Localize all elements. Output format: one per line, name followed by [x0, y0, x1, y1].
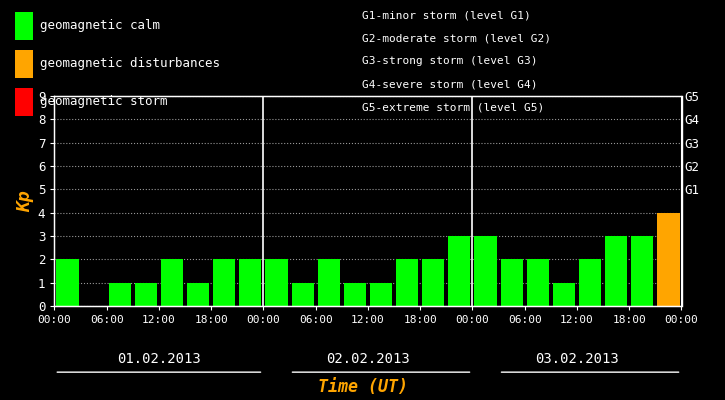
Bar — [422, 259, 444, 306]
Bar — [370, 283, 392, 306]
Bar — [474, 236, 497, 306]
Bar — [448, 236, 471, 306]
Bar — [265, 259, 288, 306]
Bar — [605, 236, 627, 306]
Bar — [291, 283, 314, 306]
Text: geomagnetic calm: geomagnetic calm — [40, 20, 160, 32]
Bar — [500, 259, 523, 306]
Text: G5-extreme storm (level G5): G5-extreme storm (level G5) — [362, 103, 544, 113]
Bar — [318, 259, 340, 306]
Bar — [213, 259, 236, 306]
Text: Time (UT): Time (UT) — [318, 378, 407, 396]
Bar — [161, 259, 183, 306]
Text: G1-minor storm (level G1): G1-minor storm (level G1) — [362, 10, 531, 20]
Bar — [631, 236, 653, 306]
Text: G2-moderate storm (level G2): G2-moderate storm (level G2) — [362, 33, 552, 43]
Text: G3-strong storm (level G3): G3-strong storm (level G3) — [362, 56, 538, 66]
Text: 03.02.2013: 03.02.2013 — [535, 352, 619, 366]
Text: G4-severe storm (level G4): G4-severe storm (level G4) — [362, 80, 538, 90]
Bar — [344, 283, 366, 306]
Bar — [526, 259, 549, 306]
Bar — [658, 213, 679, 306]
Bar — [135, 283, 157, 306]
Bar — [396, 259, 418, 306]
Bar — [109, 283, 130, 306]
Text: 01.02.2013: 01.02.2013 — [117, 352, 201, 366]
Bar — [579, 259, 601, 306]
Text: geomagnetic storm: geomagnetic storm — [40, 96, 167, 108]
Y-axis label: Kp: Kp — [16, 190, 33, 212]
Text: 02.02.2013: 02.02.2013 — [326, 352, 410, 366]
Bar — [187, 283, 210, 306]
Text: geomagnetic disturbances: geomagnetic disturbances — [40, 58, 220, 70]
Bar — [239, 259, 262, 306]
Bar — [57, 259, 78, 306]
Bar — [552, 283, 575, 306]
